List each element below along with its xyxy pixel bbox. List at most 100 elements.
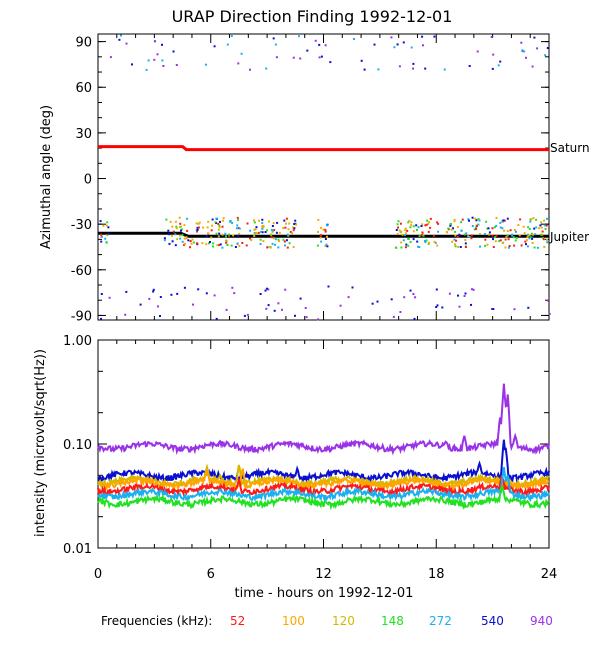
- angle-data-point: [293, 227, 296, 230]
- angle-data-point: [429, 217, 432, 220]
- angle-data-point: [546, 47, 549, 49]
- angle-data-point: [455, 239, 458, 242]
- angle-data-point: [148, 297, 151, 300]
- angle-data-point: [269, 246, 272, 249]
- angle-data-point: [176, 292, 179, 295]
- angle-data-point: [506, 217, 509, 220]
- angle-data-point: [447, 227, 450, 230]
- angle-data-point: [412, 67, 414, 70]
- angle-data-point: [504, 238, 507, 241]
- angle-data-point: [454, 230, 457, 233]
- angle-data-point: [402, 239, 405, 242]
- angle-data-point: [261, 227, 264, 230]
- angle-data-point: [230, 35, 233, 37]
- angle-data-point: [454, 245, 457, 248]
- angle-data-point: [222, 217, 225, 220]
- angle-data-point: [471, 288, 473, 291]
- angle-data-point: [541, 233, 544, 236]
- angle-data-point: [371, 302, 374, 305]
- angle-data-point: [154, 40, 156, 43]
- angle-data-point: [544, 227, 547, 230]
- angle-data-point: [495, 216, 498, 219]
- angle-data-point: [518, 234, 521, 237]
- angle-data-point: [475, 219, 478, 222]
- angle-data-point: [409, 289, 412, 292]
- angle-data-point: [403, 234, 406, 237]
- angle-data-point: [477, 223, 480, 226]
- time-xtick-label: 6: [207, 567, 215, 582]
- angle-data-point: [163, 239, 166, 242]
- angle-data-point: [219, 243, 222, 246]
- angle-data-point: [491, 227, 494, 230]
- angle-data-point: [196, 226, 199, 229]
- angle-data-point: [416, 229, 418, 231]
- angle-data-point: [353, 38, 355, 40]
- angle-data-point: [218, 226, 221, 229]
- angle-data-point: [530, 236, 533, 239]
- angle-data-point: [456, 225, 459, 228]
- angle-data-point: [196, 242, 198, 245]
- angle-data-point: [299, 57, 302, 60]
- angle-data-point: [499, 60, 502, 63]
- angle-data-point: [217, 228, 220, 231]
- saturn-label: Saturn: [550, 141, 590, 155]
- angle-data-point: [418, 246, 421, 248]
- angle-data-point: [240, 52, 243, 55]
- angle-data-point: [283, 219, 286, 222]
- angle-data-point: [465, 232, 468, 235]
- angle-data-point: [229, 219, 232, 222]
- angle-scatter-points: [99, 34, 551, 321]
- angle-data-point: [210, 236, 213, 239]
- angle-data-point: [271, 230, 274, 233]
- jupiter-reference-line: [98, 231, 549, 238]
- intensity-ytick-label: 0.01: [63, 542, 92, 557]
- angle-data-point: [161, 43, 163, 46]
- angle-data-point: [288, 242, 291, 245]
- angle-data-point: [174, 220, 177, 223]
- angle-data-point: [206, 226, 209, 229]
- legend-item-100: 100: [282, 614, 305, 628]
- angle-data-point: [292, 226, 295, 229]
- angle-data-point: [522, 225, 525, 228]
- angle-data-point: [105, 241, 108, 244]
- angle-data-point: [211, 224, 214, 227]
- angle-data-point: [417, 226, 420, 229]
- angle-data-point: [243, 314, 246, 317]
- angle-data-point: [179, 237, 182, 240]
- angle-data-point: [535, 226, 538, 229]
- angle-data-point: [424, 241, 427, 244]
- angle-data-point: [225, 240, 228, 243]
- angle-data-point: [377, 68, 380, 71]
- reference-lines: [98, 145, 549, 238]
- angle-data-point: [176, 238, 179, 241]
- angle-data-point: [407, 237, 410, 240]
- angle-data-point: [289, 231, 292, 233]
- angle-data-point: [453, 238, 456, 241]
- angle-data-point: [255, 226, 258, 229]
- angle-data-point: [180, 229, 182, 232]
- angle-data-point: [535, 218, 538, 221]
- angle-data-point: [277, 238, 280, 241]
- angle-data-point: [490, 308, 493, 310]
- angle-data-point: [139, 303, 142, 306]
- angle-data-point: [207, 232, 209, 235]
- angle-data-point: [196, 228, 199, 231]
- angle-data-point: [125, 42, 128, 45]
- angle-data-point: [217, 244, 220, 247]
- angle-data-point: [397, 220, 400, 223]
- angle-data-point: [513, 308, 516, 311]
- angle-data-point: [464, 242, 467, 245]
- angle-data-point: [404, 229, 407, 232]
- angle-data-point: [533, 246, 536, 249]
- time-xtick-label: 12: [315, 567, 332, 582]
- angle-data-point: [412, 293, 415, 295]
- angle-data-point: [492, 238, 494, 241]
- angle-data-point: [543, 219, 546, 222]
- angle-data-point: [101, 235, 103, 238]
- angle-data-point: [501, 227, 504, 230]
- angle-data-point: [258, 219, 260, 222]
- angle-data-point: [502, 219, 505, 222]
- angle-data-point: [317, 231, 319, 233]
- angle-data-point: [401, 233, 404, 236]
- angle-data-point: [184, 242, 186, 245]
